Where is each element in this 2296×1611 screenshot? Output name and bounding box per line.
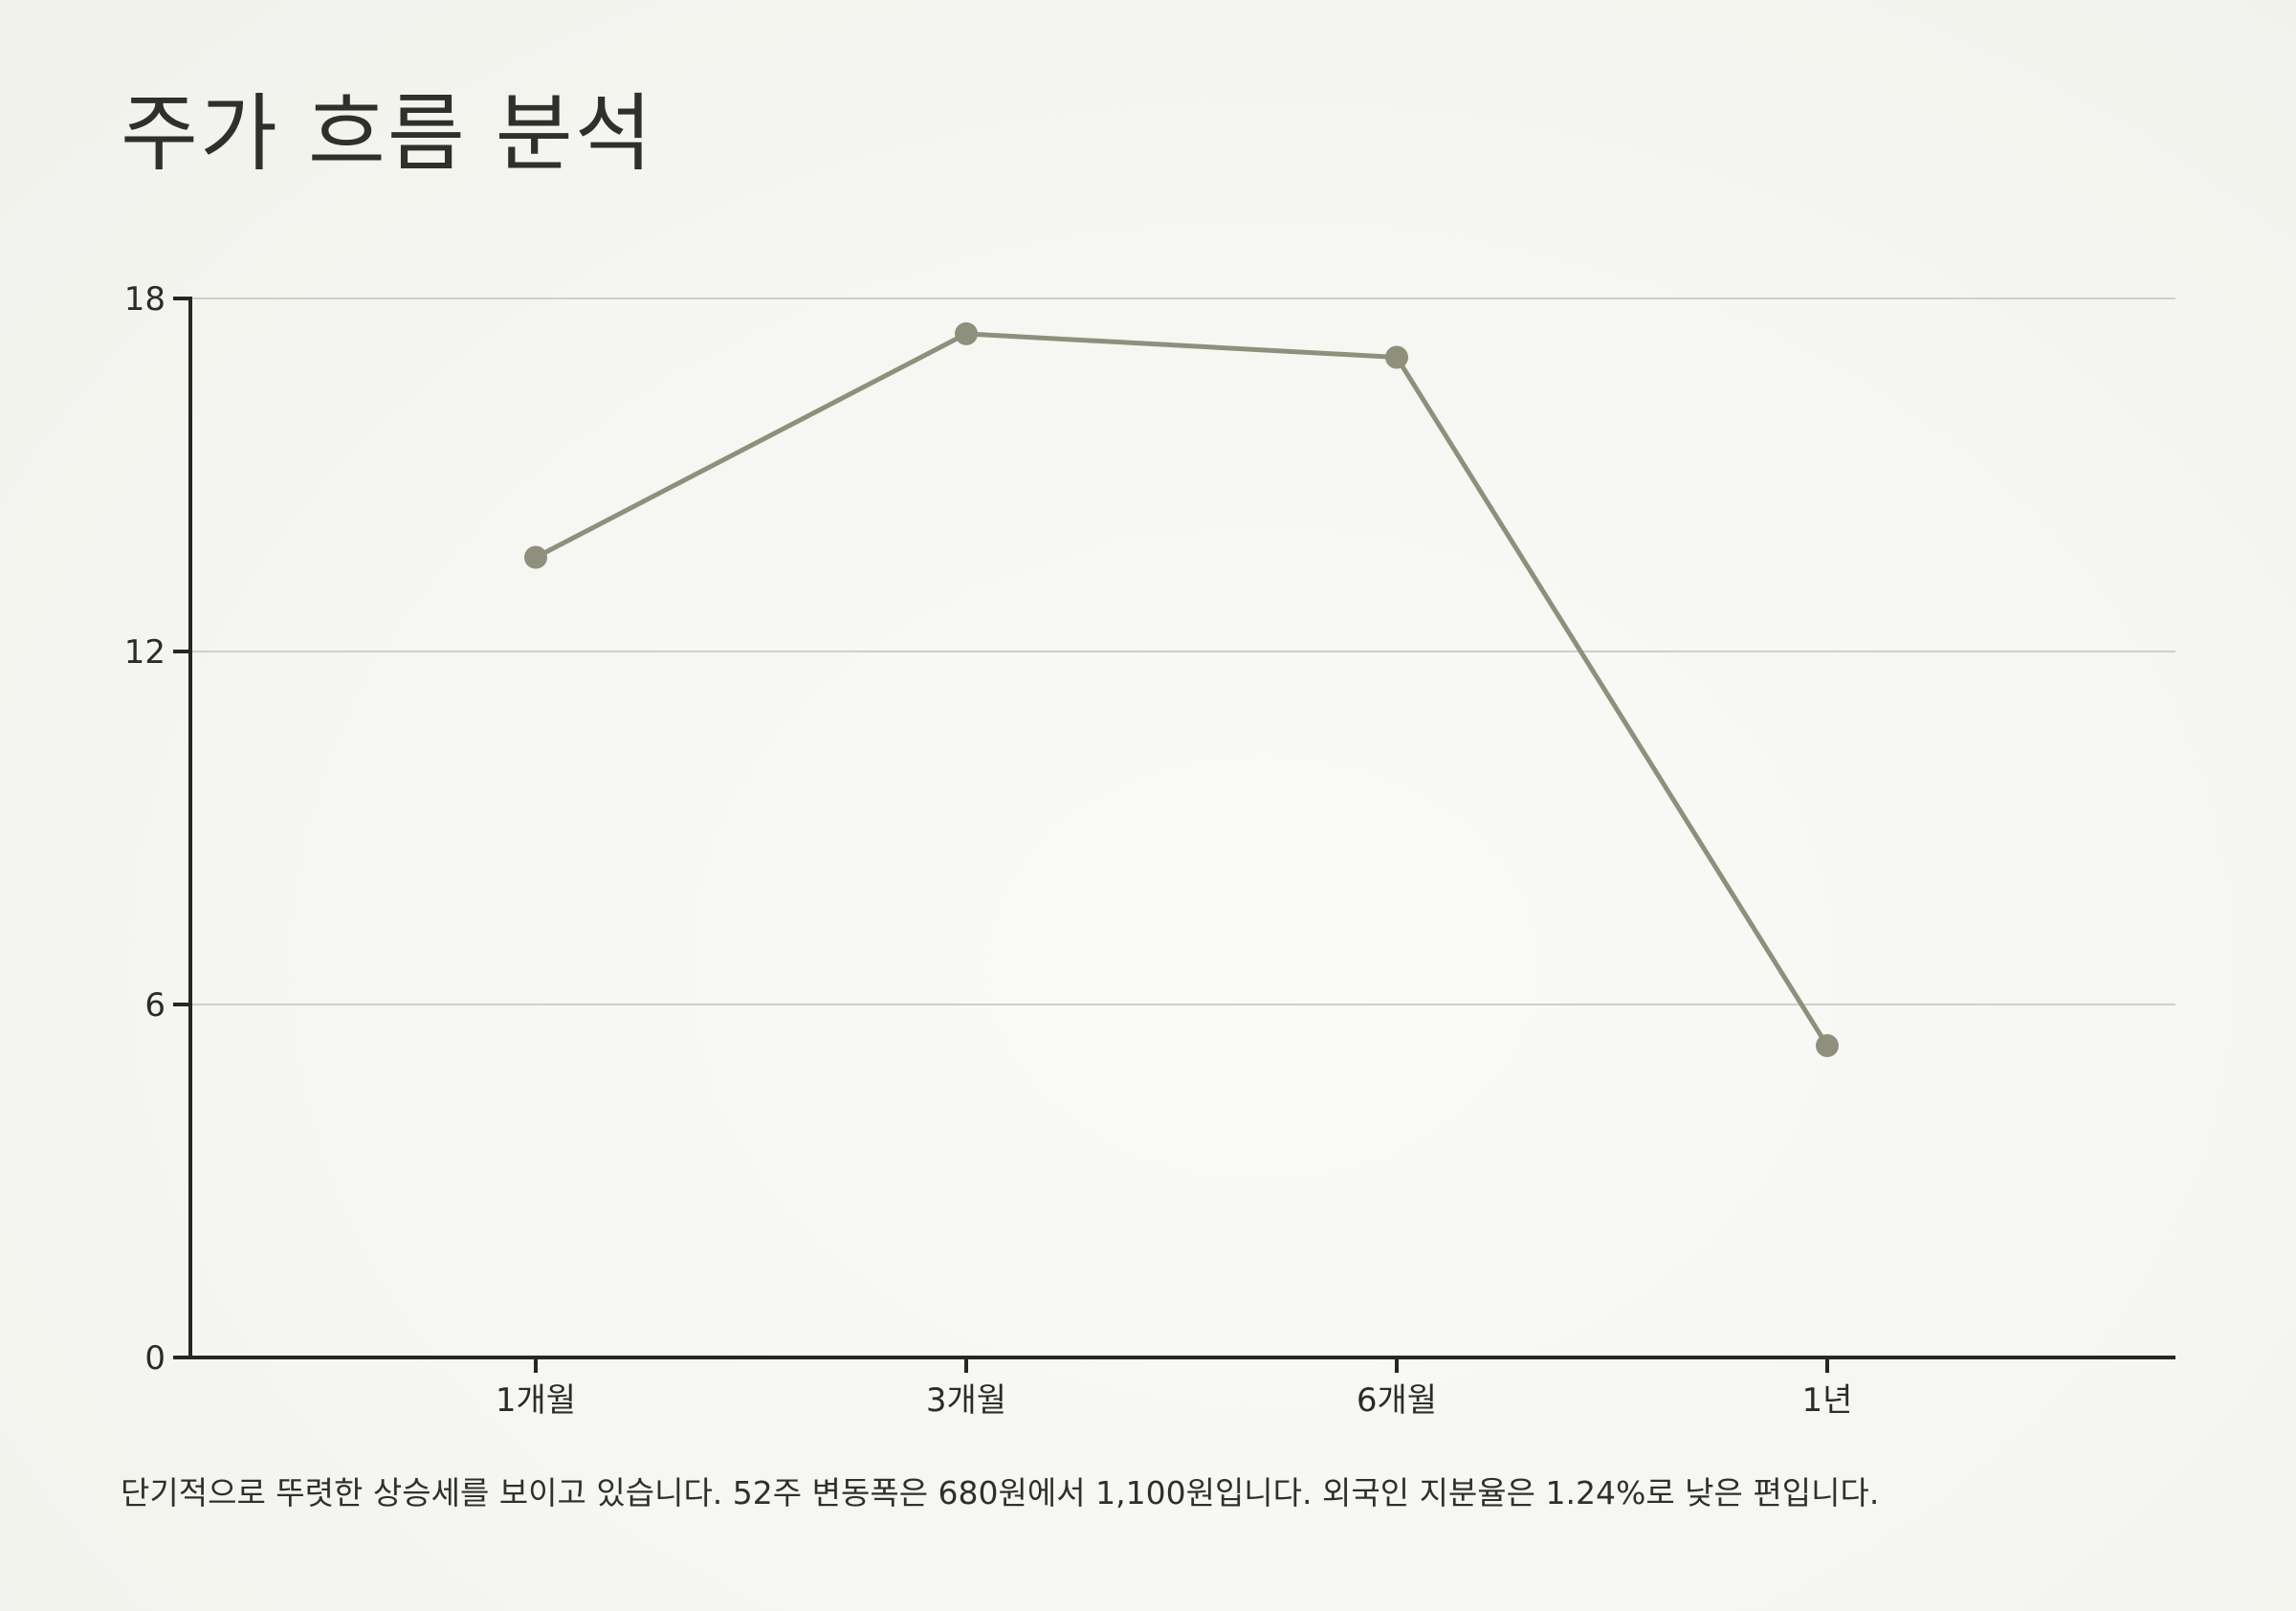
y-tick-label-1: 6 bbox=[144, 986, 166, 1025]
y-tick-label-3: 18 bbox=[124, 280, 166, 319]
chart-note: 단기적으로 뚜렷한 상승세를 보이고 있습니다. 52주 변동폭은 680원에서… bbox=[121, 1474, 1880, 1512]
y-tick-label-0: 0 bbox=[144, 1339, 166, 1378]
x-tick-label-1: 3개월 bbox=[926, 1381, 1006, 1420]
series-line-0 bbox=[534, 331, 1830, 1048]
x-tick-label-3: 1년 bbox=[1802, 1381, 1853, 1420]
x-tick-label-2: 6개월 bbox=[1357, 1381, 1437, 1420]
tick-labels: 0 6 12 18 1개월 3개월 6개월 1년 bbox=[124, 280, 1853, 1420]
data-point-3개월 bbox=[955, 321, 978, 345]
x-tick-label-0: 1개월 bbox=[496, 1381, 576, 1420]
series bbox=[524, 321, 1839, 1058]
data-point-1년 bbox=[1816, 1034, 1839, 1058]
axes bbox=[173, 297, 2175, 1373]
page-title: 주가 흐름 분석 bbox=[121, 84, 654, 183]
data-point-6개월 bbox=[1385, 345, 1408, 369]
grid-lines bbox=[190, 298, 2175, 1005]
y-tick-label-2: 12 bbox=[124, 633, 166, 672]
data-point-1개월 bbox=[524, 545, 547, 569]
